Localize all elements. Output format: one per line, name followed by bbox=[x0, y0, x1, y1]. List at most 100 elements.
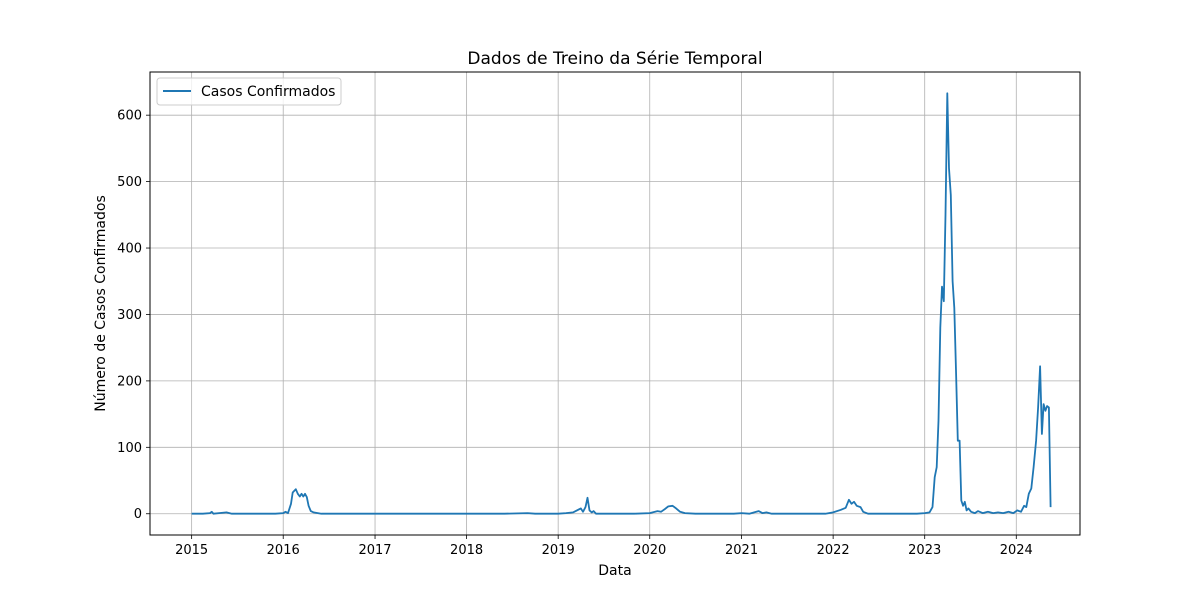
data-point bbox=[961, 500, 962, 501]
data-point bbox=[1040, 366, 1041, 367]
data-point bbox=[940, 327, 941, 328]
data-point bbox=[504, 513, 505, 514]
data-point bbox=[593, 511, 594, 512]
data-point bbox=[676, 508, 677, 509]
data-point bbox=[634, 513, 635, 514]
data-point bbox=[948, 168, 949, 169]
data-point bbox=[287, 513, 288, 514]
x-tick-label-2017: 2017 bbox=[358, 543, 391, 558]
data-point bbox=[947, 93, 948, 94]
x-tick-label-2020: 2020 bbox=[633, 543, 666, 558]
data-point bbox=[218, 513, 219, 514]
data-point bbox=[1008, 511, 1009, 512]
data-point bbox=[929, 512, 930, 513]
data-point bbox=[968, 508, 969, 509]
data-point bbox=[749, 513, 750, 514]
data-point bbox=[292, 492, 293, 493]
data-point bbox=[285, 511, 286, 512]
data-point bbox=[321, 513, 322, 514]
data-point bbox=[754, 512, 755, 513]
data-point bbox=[299, 496, 300, 497]
x-tick-label-2021: 2021 bbox=[725, 543, 758, 558]
data-point bbox=[260, 513, 261, 514]
data-point bbox=[351, 513, 352, 514]
data-point bbox=[997, 512, 998, 513]
data-point bbox=[1050, 507, 1051, 508]
data-point bbox=[860, 507, 861, 508]
data-point bbox=[971, 511, 972, 512]
data-point bbox=[867, 513, 868, 514]
data-point bbox=[938, 420, 939, 421]
legend-box bbox=[156, 77, 342, 106]
data-point bbox=[1026, 507, 1027, 508]
data-point bbox=[695, 513, 696, 514]
legend: Casos Confirmados bbox=[156, 77, 342, 106]
data-point bbox=[963, 505, 964, 506]
data-point bbox=[213, 513, 214, 514]
data-point bbox=[1043, 404, 1044, 405]
y-tick-label-300: 300 bbox=[117, 308, 142, 323]
data-point bbox=[845, 507, 846, 508]
x-tick-label-2024: 2024 bbox=[1000, 543, 1033, 558]
data-point bbox=[591, 512, 592, 513]
data-point bbox=[853, 501, 854, 502]
data-point bbox=[587, 497, 588, 498]
data-point bbox=[572, 512, 573, 513]
data-point bbox=[1028, 493, 1029, 494]
data-point bbox=[657, 511, 658, 512]
data-point bbox=[987, 511, 988, 512]
data-point bbox=[466, 513, 467, 514]
data-point bbox=[244, 513, 245, 514]
data-point bbox=[1003, 513, 1004, 514]
data-point bbox=[762, 513, 763, 514]
data-point bbox=[231, 513, 232, 514]
data-point bbox=[766, 512, 767, 513]
data-point bbox=[565, 513, 566, 514]
data-point bbox=[303, 496, 304, 497]
data-point bbox=[191, 513, 192, 514]
data-point bbox=[306, 497, 307, 498]
data-point bbox=[585, 507, 586, 508]
data-point bbox=[290, 503, 291, 504]
data-point bbox=[959, 440, 960, 441]
data-point bbox=[558, 513, 559, 514]
y-tick-label-0: 0 bbox=[134, 507, 142, 522]
data-point bbox=[1047, 406, 1048, 407]
y-tick-label-400: 400 bbox=[117, 242, 142, 257]
x-tick-label-2018: 2018 bbox=[450, 543, 483, 558]
data-point bbox=[741, 513, 742, 514]
series-layer bbox=[191, 92, 1052, 515]
data-point bbox=[596, 513, 597, 514]
data-point bbox=[956, 374, 957, 375]
data-point bbox=[668, 506, 669, 507]
data-point bbox=[966, 510, 967, 511]
data-point bbox=[974, 513, 975, 514]
x-tick-label-2019: 2019 bbox=[542, 543, 575, 558]
data-point bbox=[1031, 488, 1032, 489]
data-point bbox=[304, 493, 305, 494]
data-point bbox=[301, 493, 302, 494]
data-point bbox=[771, 513, 772, 514]
data-point bbox=[611, 513, 612, 514]
data-point bbox=[886, 513, 887, 514]
data-point bbox=[1045, 410, 1046, 411]
data-point bbox=[952, 281, 953, 282]
data-point bbox=[934, 477, 935, 478]
data-point bbox=[848, 499, 849, 500]
data-point bbox=[1024, 505, 1025, 506]
data-point bbox=[209, 513, 210, 514]
data-point bbox=[664, 509, 665, 510]
data-point bbox=[941, 286, 942, 287]
data-point bbox=[589, 510, 590, 511]
data-point bbox=[580, 508, 581, 509]
data-point bbox=[1041, 433, 1042, 434]
data-point bbox=[672, 505, 673, 506]
data-point bbox=[1033, 467, 1034, 468]
chart-title: Dados de Treino da Série Temporal bbox=[467, 49, 762, 69]
data-point bbox=[833, 512, 834, 513]
data-point bbox=[684, 513, 685, 514]
data-point bbox=[936, 467, 937, 468]
data-point bbox=[275, 513, 276, 514]
data-point bbox=[1048, 407, 1049, 408]
